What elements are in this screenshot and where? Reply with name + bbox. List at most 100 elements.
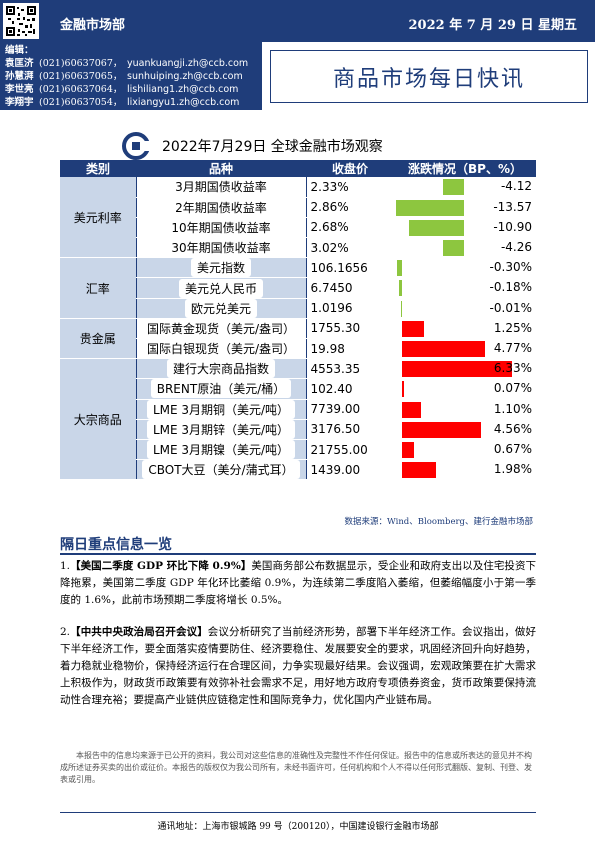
table-row: 贵金属 国际黄金现货（美元/盎司） 1755.30 1.25% [60, 317, 536, 360]
editor-phone: (021)60637065， [39, 71, 123, 82]
close-value: 3176.50 [306, 419, 394, 440]
editor-email[interactable]: sunhuiping.zh@ccb.com [127, 71, 243, 82]
change-cell: 4.77% [394, 338, 536, 360]
table-title: 2022年7月29日 全球金融市场观察 [162, 139, 383, 155]
news-item-1: 1.【美国二季度 GDP 环比下降 0.9%】美国商务部公布数据显示，受企业和政… [60, 558, 536, 609]
item-label: 2年期国债收益率 [169, 197, 273, 217]
table-row: LME 3月期铜（美元/吨） 7739.00 1.10% [60, 399, 536, 420]
table-row: LME 3月期锌（美元/吨） 3176.50 4.56% [60, 419, 536, 440]
change-cell: -0.18% [394, 277, 536, 299]
ccb-logo-icon [122, 132, 150, 160]
market-table: 类别 品种 收盘价 涨跌情况（BP、%） 美元利率 3月期国债收益率 2.33% -4… [60, 160, 536, 481]
item-cell: 美元兑人民币 [135, 277, 307, 299]
editors-title: 编辑： [5, 45, 34, 56]
close-value: 1439.00 [306, 459, 394, 481]
item-cell: BRENT原油（美元/桶） [135, 378, 307, 400]
close-value: 19.98 [306, 338, 394, 360]
editor-row: 袁匡济 (021)60637067， yuankuangji.zh@ccb.com [5, 57, 262, 70]
category-cell: 美元利率 [60, 177, 136, 259]
item-label: LME 3月期铜（美元/吨） [146, 399, 296, 419]
change-value: 4.56% [493, 421, 532, 436]
close-value: 4553.35 [306, 358, 394, 380]
editor-row: 孙慧湃 (021)60637065， sunhuiping.zh@ccb.com [5, 70, 262, 83]
change-bar [402, 320, 424, 337]
change-bar [402, 462, 437, 479]
change-value: -4.26 [500, 240, 532, 255]
change-bar [398, 280, 402, 297]
change-bar [402, 421, 482, 438]
change-value: -4.12 [500, 179, 532, 193]
qr-code-icon [3, 3, 39, 39]
item-cell: 10年期国债收益率 [135, 217, 307, 239]
item-label: 国际白银现货（美元/盎司） [140, 339, 302, 359]
editor-email[interactable]: yuankuangji.zh@ccb.com [127, 58, 249, 69]
change-cell: -4.26 [394, 237, 536, 259]
close-value: 1755.30 [306, 317, 394, 340]
change-bar [409, 219, 464, 236]
editor-email[interactable]: lixiangyu1.zh@ccb.com [127, 97, 240, 108]
main-title-box: 商品市场每日快讯 [270, 50, 588, 103]
item-label: 10年期国债收益率 [165, 217, 277, 237]
table-row: 30年期国债收益率 3.02% -4.26 [60, 237, 536, 259]
table-row: 大宗商品 建行大宗商品指数 4553.35 6.33% [60, 358, 536, 481]
item-cell: LME 3月期铜（美元/吨） [135, 399, 307, 420]
editor-phone: (021)60637054， [39, 97, 123, 108]
header-change: 涨跌情况（BP、%） [394, 160, 536, 177]
item-label: LME 3月期镍（美元/吨） [146, 440, 296, 460]
main-title: 商品市场每日快讯 [332, 66, 525, 92]
change-value: 4.77% [493, 341, 532, 355]
change-bar [400, 300, 402, 317]
item-cell: 建行大宗商品指数 [135, 358, 307, 380]
news-number: 2. [60, 626, 71, 638]
close-value: 3.02% [306, 237, 394, 259]
item-cell: LME 3月期镍（美元/吨） [135, 439, 307, 461]
close-value: 2.86% [306, 197, 394, 218]
close-value: 1.0196 [306, 298, 394, 319]
change-value: -13.57 [493, 199, 532, 214]
item-cell: LME 3月期锌（美元/吨） [135, 419, 307, 440]
close-value: 102.40 [306, 378, 394, 400]
item-cell: CBOT大豆（美分/蒲式耳） [135, 459, 307, 481]
change-value: 1.10% [493, 401, 532, 416]
header-category: 类别 [60, 160, 136, 177]
item-cell: 3月期国债收益率 [135, 177, 307, 198]
editor-email[interactable]: lishiliang1.zh@ccb.com [127, 84, 239, 95]
close-value: 106.1656 [306, 257, 394, 279]
section-divider [60, 553, 536, 555]
change-cell: -10.90 [394, 217, 536, 239]
editors-panel: 编辑： 袁匡济 (021)60637067， yuankuangji.zh@ccb.… [0, 42, 262, 110]
change-cell: 1.25% [394, 317, 536, 340]
department-name: 金融市场部 [60, 18, 126, 33]
table-row: BRENT原油（美元/桶） 102.40 0.07% [60, 378, 536, 400]
table-row: 美元兑人民币 6.7450 -0.18% [60, 277, 536, 299]
change-cell: -0.30% [394, 257, 536, 279]
news-headline: 【中共中央政治局召开会议】 [70, 626, 208, 638]
change-bar [442, 240, 464, 257]
editor-phone: (021)60637067， [39, 58, 123, 69]
item-label: 欧元兑美元 [184, 298, 257, 318]
change-bar [402, 341, 485, 357]
footer-address: 通讯地址：上海市银城路 99 号（200120），中国建设银行金融市场部 [60, 812, 536, 832]
change-bar [402, 441, 414, 458]
editor-name: 李翔宇 [5, 97, 34, 108]
table-header-row: 类别 品种 收盘价 涨跌情况（BP、%） [60, 160, 536, 177]
change-cell: 4.56% [394, 419, 536, 440]
table-row: 美元利率 3月期国债收益率 2.33% -4.12 [60, 177, 536, 259]
table-row: 10年期国债收益率 2.68% -10.90 [60, 217, 536, 239]
editor-phone: (021)60637064， [39, 84, 123, 95]
item-label: BRENT原油（美元/桶） [150, 379, 292, 399]
change-cell: -4.12 [394, 177, 536, 198]
news-body: 美国商务部公布数据显示，受企业和政府支出以及住宅投资下降拖累，美国第二季度 GD… [60, 560, 536, 606]
item-label: LME 3月期锌（美元/吨） [146, 419, 296, 439]
item-label: 美元指数 [190, 258, 251, 278]
item-cell: 美元指数 [135, 257, 307, 279]
change-cell: -13.57 [394, 197, 536, 218]
editor-name: 袁匡济 [5, 58, 34, 69]
change-value: -0.30% [489, 260, 532, 275]
change-value: 6.33% [493, 361, 532, 376]
close-value: 7739.00 [306, 399, 394, 420]
data-source: 数据来源：Wind、Bloomberg、建行金融市场部 [344, 517, 533, 527]
change-bar [396, 260, 402, 277]
change-cell: -0.01% [394, 298, 536, 319]
change-value: 1.25% [493, 320, 532, 335]
